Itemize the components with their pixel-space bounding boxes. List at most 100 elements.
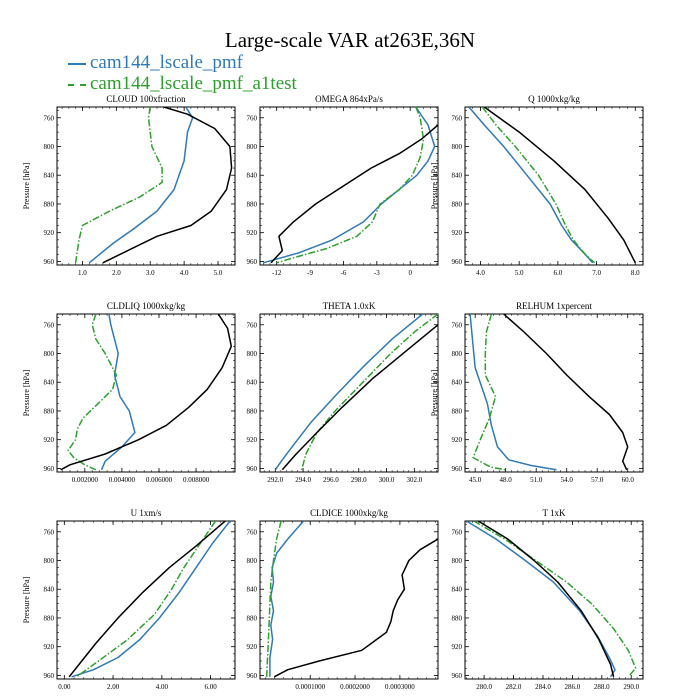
series-group bbox=[468, 107, 636, 264]
legend-swatch-a1test bbox=[68, 83, 86, 86]
series-line-3 bbox=[477, 521, 615, 677]
x-tick-label: 0.0001000 bbox=[295, 683, 325, 691]
y-tick-label: 960 bbox=[247, 465, 258, 473]
subplot-title: Q 1000xkg/kg bbox=[528, 94, 580, 104]
y-tick-label: 960 bbox=[247, 672, 258, 680]
series-line-2 bbox=[300, 314, 438, 470]
y-axis-label: Pressure [hPa] bbox=[430, 369, 439, 416]
y-tick-label: 920 bbox=[452, 229, 463, 237]
x-tick-label: -6 bbox=[341, 269, 347, 277]
x-tick-label: 4.0 bbox=[180, 269, 189, 277]
y-tick-label: 800 bbox=[247, 557, 258, 565]
x-tick-label: 5.0 bbox=[214, 269, 223, 277]
series-line-3 bbox=[60, 314, 233, 471]
y-tick-label: 960 bbox=[452, 672, 463, 680]
y-tick-label: 840 bbox=[247, 172, 258, 180]
y-tick-label: 920 bbox=[452, 643, 463, 651]
subplot-title: OMEGA 864xPa/s bbox=[315, 94, 383, 104]
legend-item-a1test: cam144_lscale_pmf_a1test bbox=[68, 73, 297, 95]
y-tick-label: 960 bbox=[452, 258, 463, 266]
x-tick-label: 0.002000 bbox=[72, 476, 99, 484]
subplot-title: CLDICE 1000xkg/kg bbox=[310, 508, 388, 518]
series-group bbox=[466, 521, 637, 678]
y-tick-label: 840 bbox=[247, 586, 258, 594]
y-tick-label: 760 bbox=[452, 528, 463, 536]
plot-frame bbox=[56, 520, 236, 680]
y-tick-label: 880 bbox=[452, 614, 463, 622]
x-tick-label: 288.0 bbox=[594, 683, 610, 691]
y-tick-label: 800 bbox=[452, 350, 463, 358]
y-axis-label: Pressure [hPa] bbox=[430, 162, 439, 209]
y-tick-label: 840 bbox=[452, 586, 463, 594]
y-tick-label: 960 bbox=[44, 258, 55, 266]
y-tick-label: 800 bbox=[452, 557, 463, 565]
series-line-2 bbox=[67, 314, 118, 471]
subplot-5: THETA 1.0xK 760 800 840 880 920 960 292.0 294.0 2… bbox=[247, 301, 439, 484]
series-group bbox=[263, 107, 438, 264]
x-tick-label: 2.0 bbox=[112, 269, 121, 277]
y-tick-label: 880 bbox=[452, 407, 463, 415]
y-tick-label: 840 bbox=[452, 172, 463, 180]
y-tick-label: 800 bbox=[44, 143, 55, 151]
x-tick-label: 294.0 bbox=[295, 476, 311, 484]
series-line-1 bbox=[100, 314, 136, 471]
y-tick-label: 800 bbox=[247, 350, 258, 358]
x-tick-label: 292.0 bbox=[267, 476, 283, 484]
figure-title: Large-scale VAR at263E,36N bbox=[224, 28, 476, 52]
series-line-2 bbox=[76, 521, 217, 678]
y-tick-label: 920 bbox=[247, 643, 258, 651]
y-tick-label: 800 bbox=[452, 143, 463, 151]
series-line-2 bbox=[481, 107, 596, 264]
y-tick-label: 880 bbox=[247, 200, 258, 208]
series-line-3 bbox=[503, 314, 629, 471]
y-tick-label: 760 bbox=[247, 528, 258, 536]
x-tick-label: 3.0 bbox=[146, 269, 155, 277]
series-line-2 bbox=[276, 107, 425, 264]
series-line-1 bbox=[274, 314, 424, 471]
plot-frame bbox=[464, 313, 644, 473]
series-line-2 bbox=[473, 521, 637, 678]
series-line-2 bbox=[74, 107, 163, 263]
plot-frame bbox=[56, 313, 236, 473]
series-line-3 bbox=[483, 107, 636, 264]
subplot-title: CLDLIQ 1000xkg/kg bbox=[107, 301, 186, 311]
y-tick-label: 880 bbox=[247, 407, 258, 415]
x-tick-label: 57.0 bbox=[591, 476, 604, 484]
y-tick-label: 840 bbox=[452, 379, 463, 387]
x-tick-label: 286.0 bbox=[565, 683, 581, 691]
y-tick-label: 920 bbox=[247, 229, 258, 237]
x-tick-label: 5.0 bbox=[515, 269, 524, 277]
x-tick-label: 6.00 bbox=[204, 683, 217, 691]
y-axis-label: Pressure [hPa] bbox=[22, 369, 31, 416]
subplot-3: Q 1000xkg/kg Pressure [hPa] 760 800 840 880 92… bbox=[430, 94, 644, 277]
y-tick-label: 920 bbox=[44, 229, 55, 237]
plot-frame bbox=[464, 106, 644, 266]
y-tick-label: 760 bbox=[44, 321, 55, 329]
y-tick-label: 960 bbox=[44, 672, 55, 680]
y-tick-label: 880 bbox=[247, 614, 258, 622]
subplot-title: RELHUM 1xpercent bbox=[516, 301, 592, 311]
x-tick-label: 1.0 bbox=[78, 269, 87, 277]
y-tick-label: 800 bbox=[44, 350, 55, 358]
y-tick-label: 880 bbox=[452, 200, 463, 208]
x-tick-label: 0.006000 bbox=[146, 476, 173, 484]
x-tick-label: 0 bbox=[408, 269, 412, 277]
series-line-3 bbox=[273, 538, 438, 678]
x-tick-label: 51.0 bbox=[530, 476, 543, 484]
subplot-4: CLDLIQ 1000xkg/kg Pressure [hPa] 760 800 840… bbox=[22, 301, 236, 484]
plot-frame bbox=[259, 313, 439, 473]
x-tick-label: 2.00 bbox=[107, 683, 120, 691]
series-line-2 bbox=[472, 314, 506, 471]
y-axis-label: Pressure [hPa] bbox=[22, 576, 31, 623]
series-line-3 bbox=[270, 124, 438, 264]
y-tick-label: 880 bbox=[44, 407, 55, 415]
x-tick-label: 48.0 bbox=[500, 476, 513, 484]
x-tick-label: 302.0 bbox=[406, 476, 422, 484]
x-tick-label: 8.0 bbox=[631, 269, 640, 277]
x-tick-label: -12 bbox=[272, 269, 282, 277]
plot-frame bbox=[56, 106, 236, 266]
x-tick-label: 4.00 bbox=[156, 683, 169, 691]
series-group bbox=[274, 314, 438, 471]
legend-label-pmf: cam144_lscale_pmf bbox=[90, 52, 244, 73]
